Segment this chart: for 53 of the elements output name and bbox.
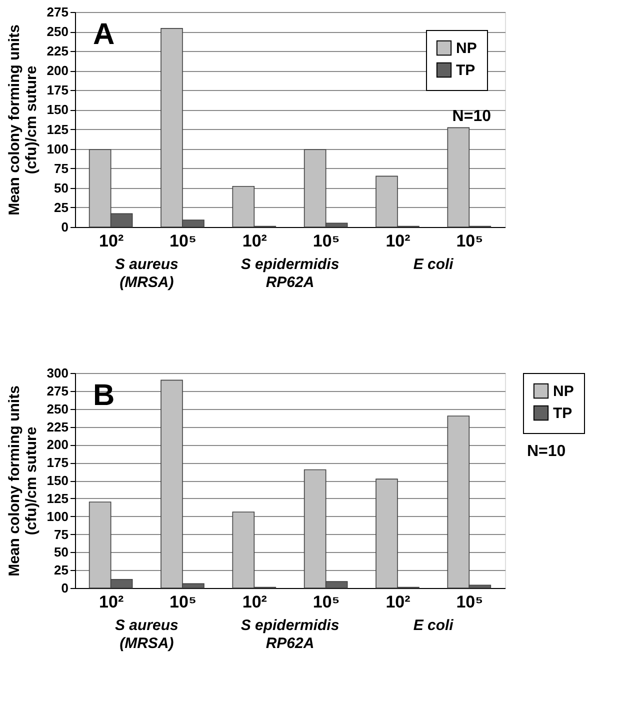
y-axis-title: Mean colony forming units (cfu)/cm suture (6, 24, 40, 216)
x-tick-label: 10⁵ (312, 592, 340, 612)
x-tick-label: 10⁵ (456, 592, 484, 612)
y-tick-label: 225 (46, 44, 68, 59)
legend-label: NP (553, 383, 574, 400)
text: S epidermidis RP62A (240, 256, 340, 291)
y-tick-label: 75 (54, 526, 68, 542)
legend-label: NP (456, 40, 477, 57)
y-tick-label: 250 (46, 401, 68, 416)
x-tick-label: 10² (99, 592, 124, 612)
y-tick-label: 0 (61, 580, 68, 596)
annotation: N=10 (452, 108, 492, 125)
y-tick-label: 75 (54, 160, 68, 176)
legend-label: TP (553, 405, 572, 422)
y-tick-label: 275 (46, 4, 68, 20)
chart-title: B (93, 379, 115, 412)
x-tick-label: 10⁵ (170, 232, 196, 250)
text: E coli (413, 617, 454, 634)
x-tick-label: 10² (242, 232, 268, 250)
y-tick-label: 200 (46, 437, 68, 452)
x-tick-label: 10² (242, 592, 268, 612)
y-axis-title: Mean colony forming units (cfu)/cm suture (6, 386, 40, 576)
y-tick-label: 0 (61, 220, 68, 234)
y-tick-label: 300 (46, 366, 68, 380)
y-tick-label: 100 (46, 508, 68, 524)
y-tick-label: 200 (46, 63, 68, 78)
y-tick-label: 125 (46, 122, 68, 137)
y-tick-label: 175 (46, 455, 68, 470)
y-tick-label: 250 (46, 24, 68, 40)
chart-title: A (93, 18, 115, 51)
text: S aureus (MRSA) (114, 617, 178, 652)
y-tick-label: 150 (46, 102, 68, 118)
text: S aureus (MRSA) (114, 256, 178, 291)
y-tick-label: 225 (46, 419, 68, 434)
y-tick-label: 125 (46, 490, 68, 506)
y-tick-label: 25 (54, 200, 68, 215)
x-tick-label: 10² (99, 232, 124, 250)
y-tick-label: 175 (46, 82, 68, 98)
y-tick-label: 275 (46, 383, 68, 398)
y-tick-label: 50 (54, 180, 68, 196)
text: S epidermidis RP62A (240, 617, 340, 652)
y-tick-label: 50 (54, 544, 68, 560)
text: E coli (413, 256, 454, 273)
y-tick-label: 150 (46, 473, 68, 488)
x-tick-label: 10⁵ (312, 232, 340, 250)
x-tick-label: 10² (386, 592, 411, 612)
text: N=10 (527, 443, 566, 460)
y-tick-label: 100 (46, 141, 68, 156)
x-tick-label: 10² (386, 232, 411, 250)
x-tick-label: 10⁵ (170, 592, 196, 612)
x-tick-label: 10⁵ (456, 232, 484, 250)
legend-label: TP (456, 62, 476, 79)
y-tick-label: 25 (54, 562, 68, 578)
